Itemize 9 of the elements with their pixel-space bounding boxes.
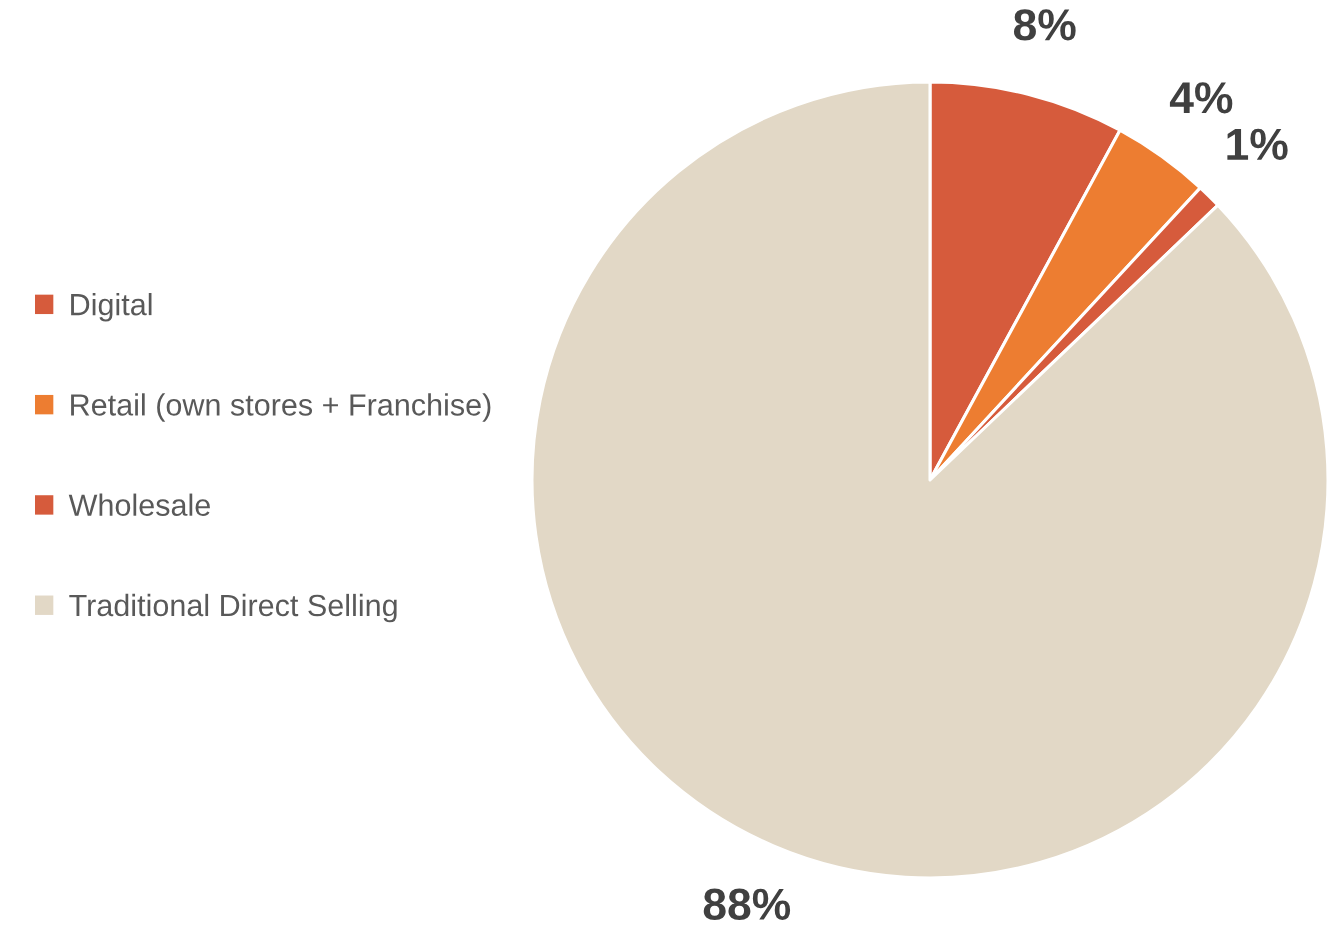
- data-label: 1%: [1227, 128, 1288, 161]
- data-label: 8%: [1013, 9, 1076, 41]
- data-label: 4%: [1169, 82, 1233, 114]
- legend-label: Wholesale: [68, 493, 210, 517]
- pie-slice: [530, 80, 1330, 880]
- legend-label: Traditional Direct Selling: [69, 593, 397, 623]
- legend-label: Retail (own stores + Franchise): [71, 393, 491, 422]
- data-label: 88%: [703, 888, 791, 921]
- legend-label: Digital: [71, 292, 152, 322]
